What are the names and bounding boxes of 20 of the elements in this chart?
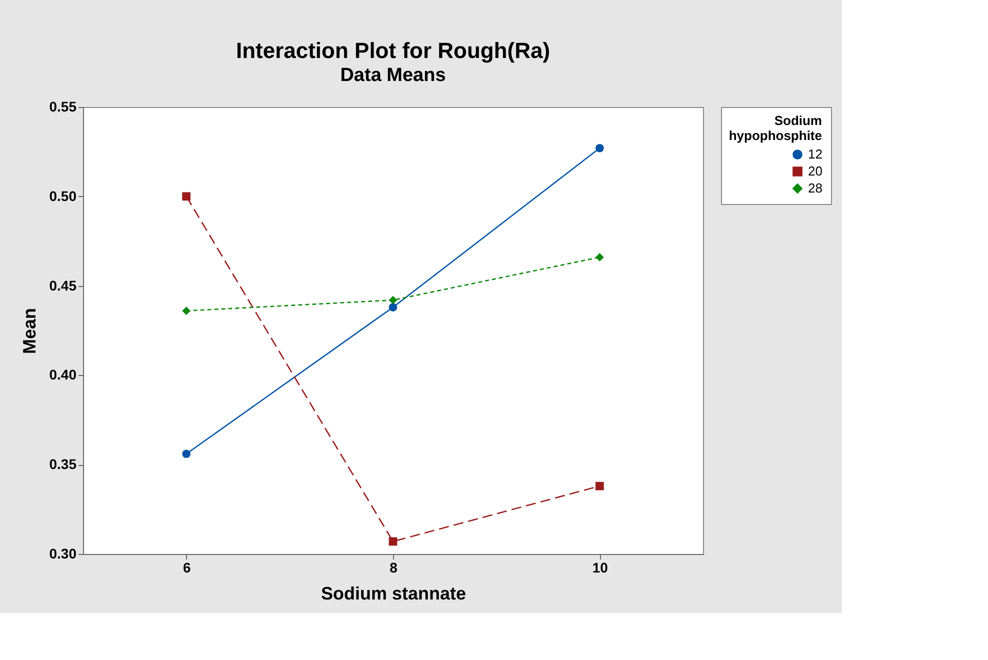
x-axis-title: Sodium stannate [320, 584, 466, 604]
y-tick-label: 0.50 [49, 188, 77, 204]
y-tick-label: 0.35 [49, 456, 77, 472]
y-tick-label: 0.45 [49, 277, 77, 294]
chart-title: Interaction Plot for Rough(Ra) [236, 38, 550, 63]
chart-subtitle: Data Means [340, 65, 446, 86]
y-tick-label: 0.30 [49, 546, 77, 562]
point [182, 192, 191, 201]
legend-label: 28 [808, 180, 822, 196]
point [595, 482, 604, 490]
legend-label: 20 [808, 164, 822, 178]
y-tick-label: 0.55 [49, 98, 77, 114]
y-axis-title: Mean [19, 308, 40, 354]
x-tick-label: 8 [390, 560, 398, 576]
point [595, 253, 604, 262]
y-tick-label: 0.40 [49, 366, 77, 383]
x-tick-label: 10 [592, 560, 608, 576]
legend-label: 12 [808, 146, 822, 162]
x-tick-label: 6 [182, 560, 191, 576]
legend-title: Sodium hypophosphite [728, 113, 822, 143]
